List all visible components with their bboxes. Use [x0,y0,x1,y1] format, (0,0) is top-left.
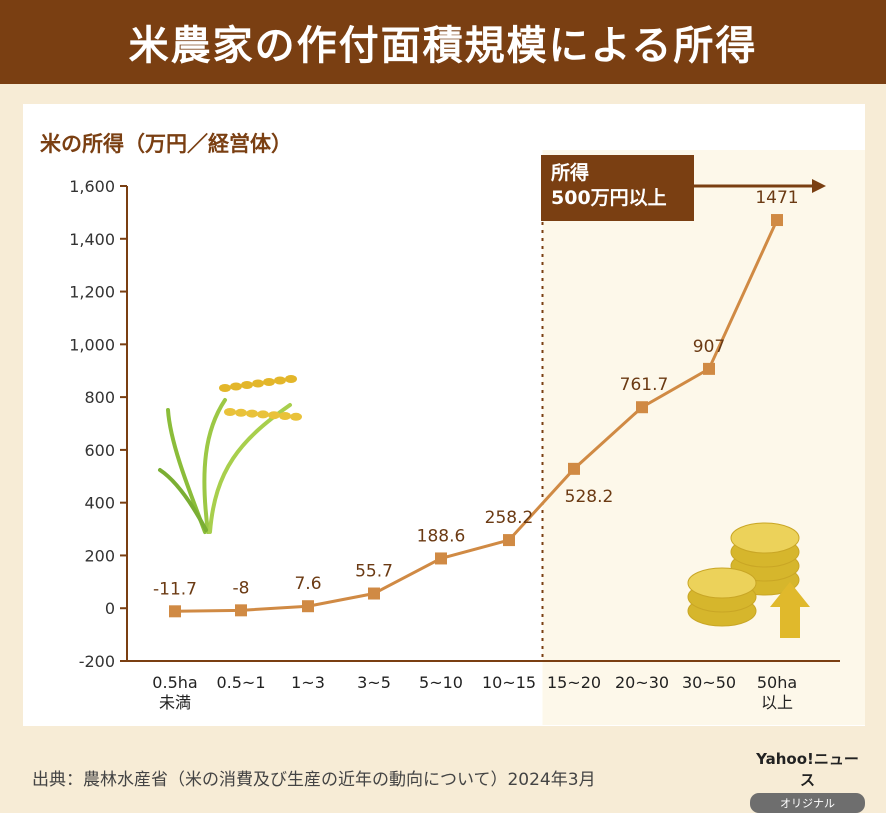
y-tick-label: 600 [84,441,115,460]
data-label: 188.6 [417,526,466,546]
rice-plant-illustration [158,375,302,534]
x-tick-label: 50ha 以上 [757,673,797,712]
series-line [174,219,779,613]
data-point [568,462,580,475]
x-tick-label: 1~3 [291,673,325,692]
y-tick-label: 1,000 [69,335,115,354]
y-tick-label: -200 [79,652,115,671]
data-label: 55.7 [355,562,393,582]
data-point [771,214,783,227]
data-label: 1471 [755,188,798,208]
data-label: 7.6 [294,574,321,594]
data-point [169,605,181,618]
data-point [636,401,648,414]
source-note: 出典：農林水産省（米の消費及び生産の近年の動向について）2024年3月 [32,770,596,790]
income-annotation-box: 所得 500万円以上 [541,155,694,221]
x-tick-label: 15~20 [547,673,601,692]
x-tick-label: 0.5~1 [216,673,265,692]
logo-text: Yahoo!ニュース [756,750,859,789]
data-label: 761.7 [620,375,669,395]
annotation-arrow-head [812,179,826,193]
x-tick-label: 30~50 [682,673,736,692]
y-tick-label: 800 [84,388,115,407]
y-tick-label: 0 [105,599,115,618]
data-point [503,534,515,547]
data-label: 528.2 [565,487,614,507]
annotation-line-1: 所得 [551,162,590,184]
data-point [435,552,447,565]
coins-illustration [687,522,810,638]
yahoo-news-logo: Yahoo!ニュース オリジナル [750,748,865,813]
logo-badge: オリジナル [750,793,865,813]
data-label: -8 [233,578,250,598]
x-tick-label: 5~10 [419,673,463,692]
x-tick-label: 0.5ha 未満 [152,673,197,712]
x-tick-label: 10~15 [482,673,536,692]
data-point [368,587,380,600]
y-tick-label: 1,200 [69,283,115,302]
y-tick-label: 1,600 [69,177,115,196]
x-tick-label: 20~30 [615,673,669,692]
data-point [302,600,314,613]
x-tick-label: 3~5 [357,673,391,692]
data-label: 907 [693,337,725,357]
y-tick-label: 1,400 [69,230,115,249]
annotation-line-2: 500万円以上 [551,187,667,209]
data-label: -11.7 [153,579,197,599]
page-title: 米農家の作付面積規模による所得 [0,0,886,84]
data-label: 258.2 [485,508,534,528]
data-point [703,362,715,375]
data-point [235,604,247,617]
y-tick-label: 200 [84,546,115,565]
y-tick-label: 400 [84,494,115,513]
y-axis-label: 米の所得（万円／経営体） [40,132,292,156]
highlight-zone [542,150,865,725]
